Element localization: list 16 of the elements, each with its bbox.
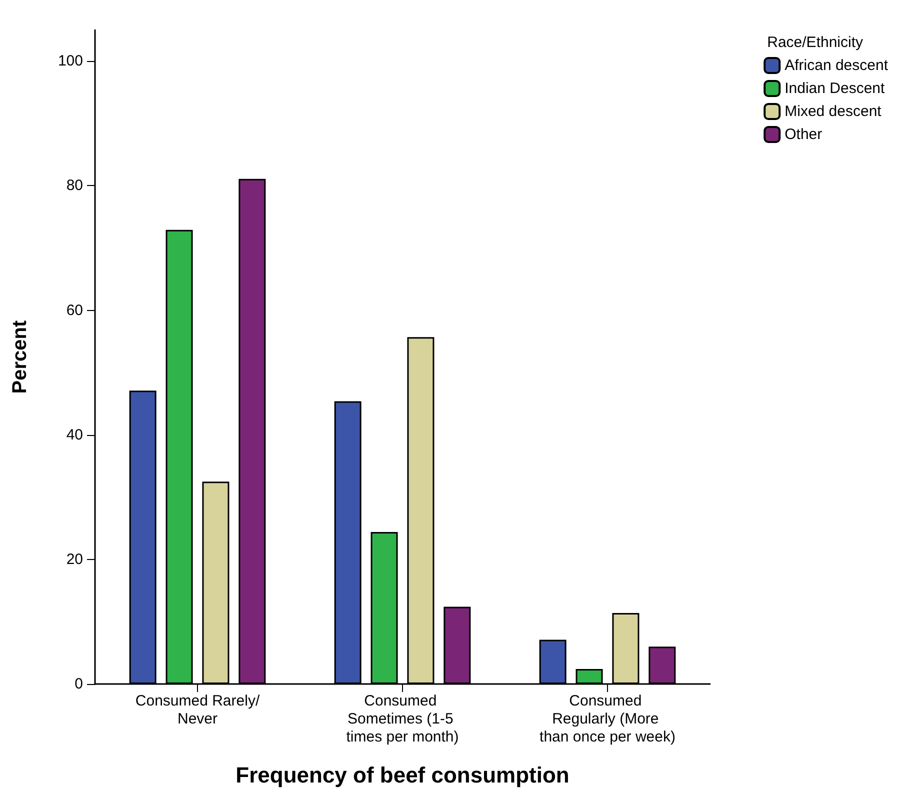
y-tick-label: 20 [66,550,83,568]
y-tick-label: 80 [66,177,83,194]
y-tick-label: 100 [58,52,83,70]
x-tick-label: Consumed Sometimes (1-5 times per month) [346,692,459,746]
legend-label: Other [784,126,822,143]
y-tick-label: 40 [66,426,83,444]
x-tick-label: Consumed Regularly (More than once per week) [540,692,676,746]
x-tick-label: Consumed Rarely/Never [135,692,260,728]
y-tick-label: 0 [74,676,83,692]
x-axis-title: Frequency of beef consumption [236,762,570,788]
y-axis-title: Percent [9,320,31,394]
legend-label: Indian Descent [784,80,886,97]
legend-label: Mixed descent [784,103,882,120]
legend-label: African descent [784,57,889,74]
legend-title: Race/Ethnicity [767,34,864,51]
y-tick-label: 60 [66,302,83,319]
